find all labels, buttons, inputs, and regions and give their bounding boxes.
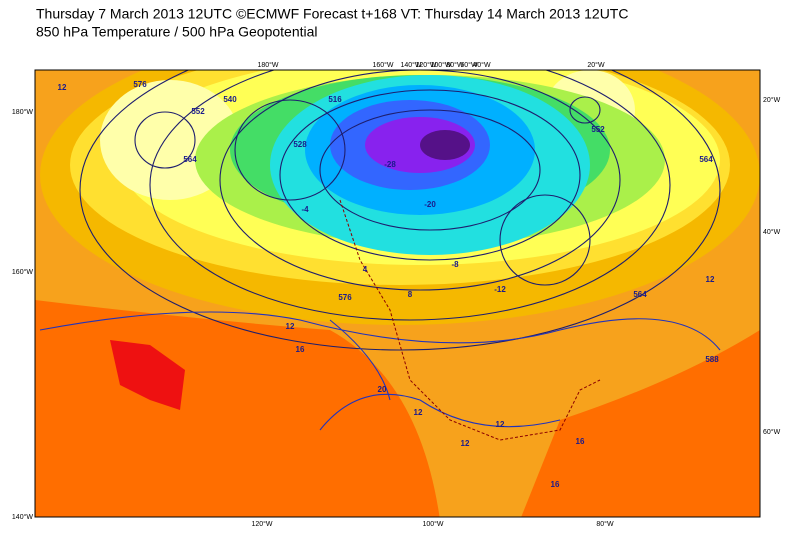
contour-label: 576 (338, 293, 352, 302)
lon-label: 100°W (422, 520, 443, 528)
lon-label: 120°W (251, 520, 272, 528)
lat-label: 60°W (763, 428, 781, 436)
contour-label: 12 (286, 322, 295, 331)
contour-label: 8 (408, 290, 413, 299)
contour-label: -20 (424, 200, 436, 209)
contour-label: 564 (633, 290, 647, 299)
map (35, 70, 760, 517)
contour-label: -4 (301, 205, 309, 214)
lat-label: 160°W (12, 268, 33, 276)
contour-label: 12 (414, 408, 423, 417)
title-line-1: Thursday 7 March 2013 12UTC ©ECMWF Forec… (36, 6, 628, 22)
contour-label: 12 (496, 420, 505, 429)
contour-label: 20 (378, 385, 387, 394)
contour-label: -12 (494, 285, 506, 294)
lat-label: 140°W (12, 513, 33, 521)
lon-label: 20°W (587, 61, 605, 69)
contour-label: 16 (551, 480, 560, 489)
contour-label: 576 (133, 80, 147, 89)
lon-label: 80°W (446, 61, 464, 69)
lon-label: 160°W (372, 61, 393, 69)
lon-label: 80°W (596, 520, 614, 528)
contour-label: -28 (384, 160, 396, 169)
lon-label: 140°W (400, 61, 421, 69)
lon-label: 40°W (473, 61, 491, 69)
geopotential-contours (39, 70, 721, 431)
lat-label: 40°W (763, 228, 781, 236)
contour-label: -8 (451, 260, 459, 269)
title-line-2: 850 hPa Temperature / 500 hPa Geopotenti… (36, 24, 318, 40)
contour-label: 540 (223, 95, 237, 104)
contour-label: 16 (296, 345, 305, 354)
lat-label: 180°W (12, 108, 33, 116)
contour-label: 4 (363, 265, 368, 274)
contour-label: 12 (58, 83, 67, 92)
contour-label: 16 (576, 437, 585, 446)
lon-label: 180°W (257, 61, 278, 69)
contour-label: 12 (461, 439, 470, 448)
contour-label: 552 (191, 107, 205, 116)
lon-label: 60°W (460, 61, 478, 69)
lon-label: 100°W (430, 61, 451, 69)
contour-label: 564 (183, 155, 197, 164)
contour-label: 588 (705, 355, 719, 364)
contour-label: 528 (293, 140, 307, 149)
contour-label: 564 (699, 155, 713, 164)
map-frame (34, 69, 761, 518)
contour-label: 12 (706, 275, 715, 284)
lat-label: 20°W (763, 96, 781, 104)
contour-label: 516 (328, 95, 342, 104)
contour-label: 552 (591, 125, 605, 134)
lon-label: 120°W (415, 61, 436, 69)
